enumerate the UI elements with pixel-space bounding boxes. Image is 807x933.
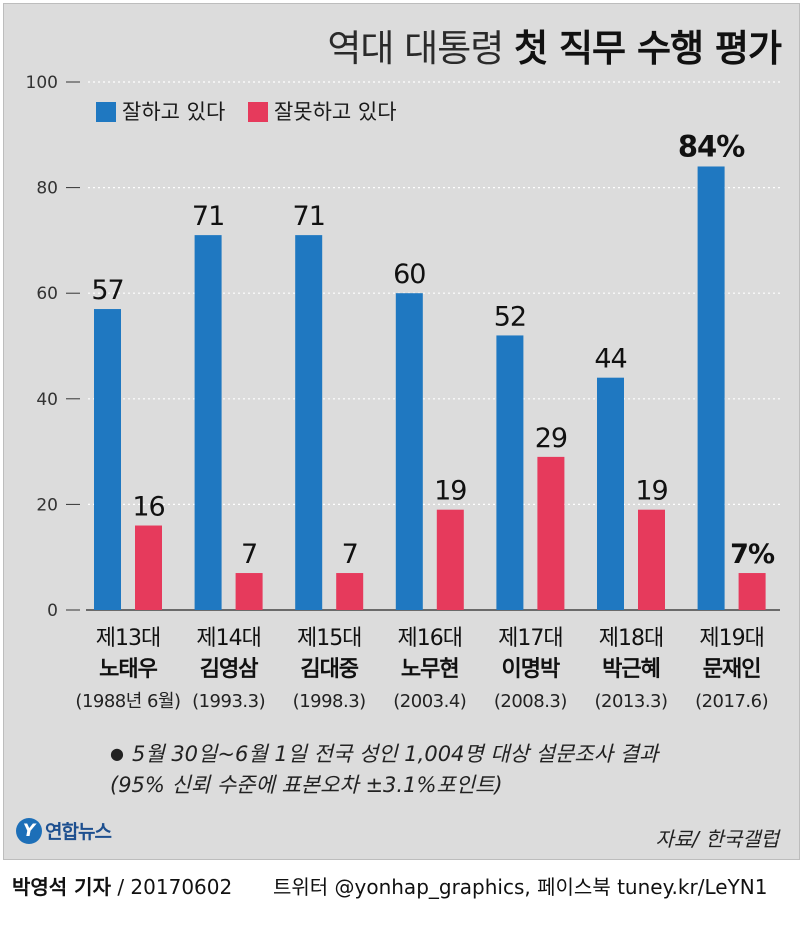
bar-disapprove-2 [336, 573, 364, 610]
value-label-disapprove-2: 7 [342, 539, 358, 570]
value-label-disapprove-5: 19 [635, 476, 667, 507]
legend-label-approve: 잘하고 있다 [122, 100, 226, 124]
survey-note: ● 5월 30일~6월 1일 전국 성인 1,004명 대상 설문조사 결과 (9… [110, 738, 658, 801]
bar-approve-2 [295, 235, 323, 610]
category-date-3: (2003.4) [393, 691, 466, 712]
value-label-approve-1: 71 [192, 201, 224, 232]
category-date-4: (2008.3) [494, 691, 567, 712]
title-light: 역대 대통령 [327, 27, 504, 70]
category-name-3: 노무현 [401, 657, 459, 682]
category-date-2: (1998.3) [293, 691, 366, 712]
source-credit: 자료/ 한국갤럽 [655, 827, 780, 851]
value-label-approve-3: 60 [393, 259, 425, 290]
value-label-approve-6: 84% [678, 129, 745, 163]
category-order-5: 제18대 [599, 626, 663, 651]
bar-disapprove-3 [436, 509, 464, 610]
footer-credit: 박영석 기자 / 20170602 트위터 @yonhap_graphics, … [12, 871, 767, 900]
category-name-1: 김영삼 [200, 657, 258, 682]
category-order-2: 제15대 [297, 626, 361, 651]
legend-label-disapprove: 잘못하고 있다 [273, 100, 397, 124]
bar-approve-0 [94, 309, 121, 610]
bar-approve-6 [697, 166, 725, 611]
bar-disapprove-4 [537, 456, 565, 610]
category-order-4: 제17대 [498, 626, 562, 651]
legend-item-approve: 잘하고 있다 [96, 96, 225, 126]
category-date-6: (2017.6) [695, 691, 768, 712]
value-label-disapprove-1: 7 [241, 539, 257, 570]
value-label-disapprove-4: 29 [535, 423, 567, 454]
bar-approve-4 [496, 335, 524, 610]
bullet-icon: ● [110, 744, 124, 763]
legend-item-disapprove: 잘못하고 있다 [247, 96, 397, 126]
category-name-0: 노태우 [99, 657, 157, 682]
y-tick-label-40: 40 [36, 390, 58, 410]
category-order-0: 제13대 [96, 626, 160, 651]
category-order-1: 제14대 [196, 626, 260, 651]
note-line-2: (95% 신뢰 수준에 표본오차 ±3.1%포인트) [110, 773, 503, 797]
category-date-1: (1993.3) [192, 691, 265, 712]
social-links: 트위터 @yonhap_graphics, 페이스북 tuney.kr/LeYN… [272, 875, 768, 899]
yonhap-logo: Y 연합뉴스 [16, 817, 112, 844]
y-tick-label-0: 0 [47, 601, 58, 621]
bar-disapprove-0 [135, 525, 162, 610]
bar-approve-3 [395, 293, 423, 610]
value-label-disapprove-3: 19 [434, 476, 466, 507]
category-name-4: 이명박 [502, 657, 560, 682]
y-tick-label-20: 20 [36, 495, 58, 515]
y-tick-label-80: 80 [36, 179, 58, 199]
category-name-2: 김대중 [300, 657, 358, 682]
bar-approve-1 [194, 235, 222, 610]
legend-swatch-approve [96, 102, 116, 122]
chart-title: 역대 대통령 첫 직무 수행 평가 [327, 18, 782, 72]
category-order-3: 제16대 [398, 626, 462, 651]
value-label-approve-2: 71 [293, 201, 325, 232]
legend-swatch-disapprove [247, 102, 268, 122]
y-tick-label-100: 100 [26, 73, 58, 93]
legend: 잘하고 있다 잘못하고 있다 [96, 96, 413, 126]
bar-disapprove-5 [638, 509, 665, 610]
category-date-0: (1988년 6월) [75, 691, 180, 712]
bar-disapprove-6 [738, 573, 766, 610]
reporter-name: 박영석 기자 [12, 875, 111, 899]
logo-mark-icon: Y [16, 817, 42, 844]
y-tick-label-60: 60 [36, 284, 58, 304]
category-name-5: 박근혜 [602, 657, 660, 682]
value-label-approve-0: 57 [91, 275, 123, 306]
category-date-5: (2013.3) [594, 691, 667, 712]
bar-approve-5 [597, 377, 624, 610]
bar-disapprove-1 [235, 573, 263, 610]
category-order-6: 제19대 [699, 626, 763, 651]
category-name-6: 문재인 [703, 657, 761, 682]
value-label-approve-4: 52 [494, 301, 526, 332]
publish-date: / 20170602 [117, 875, 233, 899]
value-label-approve-5: 44 [594, 344, 626, 375]
note-line-1: 5월 30일~6월 1일 전국 성인 1,004명 대상 설문조사 결과 [131, 742, 659, 766]
logo-name: 연합뉴스 [45, 821, 112, 843]
value-label-disapprove-0: 16 [132, 492, 164, 523]
title-bold: 첫 직무 수행 평가 [514, 27, 782, 70]
value-label-disapprove-6: 7% [730, 539, 775, 570]
